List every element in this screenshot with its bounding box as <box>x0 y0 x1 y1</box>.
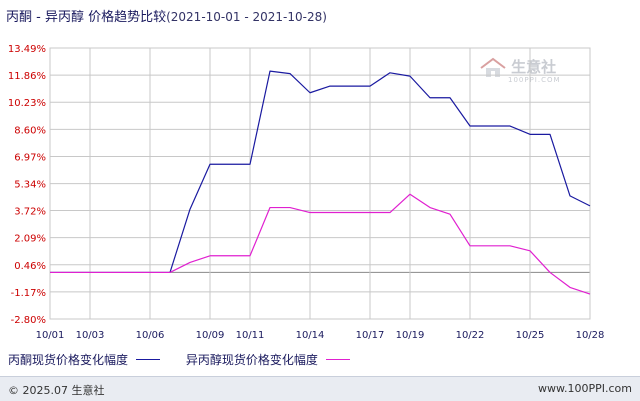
x-axis-ticks: 10/01 10/03 10/06 10/09 10/11 10/14 10/17 10/19… <box>36 330 605 341</box>
x-tick-label: 10/03 <box>76 330 105 341</box>
y-tick-label: 11.86% <box>8 71 46 82</box>
y-tick-label: -2.80% <box>11 315 46 326</box>
x-tick-label: 10/25 <box>516 330 545 341</box>
legend-label-series1: 丙酮现货价格变化幅度 <box>8 353 129 367</box>
y-tick-label: 6.97% <box>14 152 46 163</box>
footer-copyright: © 2025.07 生意社 <box>8 384 105 397</box>
footer: © 2025.07 生意社 www.100PPI.com <box>0 376 640 401</box>
x-tick-label: 10/22 <box>456 330 485 341</box>
y-tick-label: 10.23% <box>8 98 46 109</box>
legend-swatch-series2 <box>325 359 350 360</box>
chart-title-main: 丙酮 - 异丙醇 价格趋势比较 <box>6 10 167 25</box>
chart-date-range: (2021-10-01 - 2021-10-28) <box>166 10 327 24</box>
house-logo-icon <box>480 57 506 77</box>
watermark-url: 100PPI.COM <box>508 75 561 84</box>
legend-label-series2: 异丙醇现货价格变化幅度 <box>185 353 318 367</box>
y-tick-label: 5.34% <box>14 180 46 191</box>
footer-site-link[interactable]: www.100PPI.com <box>538 382 632 395</box>
legend-swatch-series1 <box>136 359 161 360</box>
legend-item-series1: 丙酮现货价格变化幅度 <box>8 351 161 368</box>
x-tick-label: 10/14 <box>296 330 325 341</box>
x-tick-label: 10/01 <box>36 330 65 341</box>
y-axis-ticks: 13.49% 11.86% 10.23% 8.60% 6.97% 5.34% 3.72% 2.… <box>8 44 46 326</box>
chart-grid <box>49 47 591 320</box>
series-line-1 <box>50 70 591 274</box>
chart-title: 丙酮 - 异丙醇 价格趋势比较(2021-10-01 - 2021-10-28) <box>6 6 327 25</box>
line-chart: 13.49% 11.86% 10.23% 8.60% 6.97% 5.34% 3.72% 2.… <box>8 44 605 341</box>
legend-item-series2: 异丙醇现货价格变化幅度 <box>186 351 350 368</box>
y-tick-label: 0.46% <box>14 261 46 272</box>
series-line-2 <box>50 193 591 295</box>
x-tick-label: 10/11 <box>236 330 265 341</box>
legend: 丙酮现货价格变化幅度 异丙醇现货价格变化幅度 <box>8 351 372 368</box>
y-tick-label: 8.60% <box>14 125 46 136</box>
x-tick-label: 10/28 <box>576 330 605 341</box>
y-tick-label: 2.09% <box>14 234 46 245</box>
x-tick-label: 10/06 <box>136 330 165 341</box>
watermark-logo-text: 生意社 <box>511 58 557 76</box>
watermark: 生意社 100PPI.COM <box>480 56 561 84</box>
series-lines <box>50 70 591 295</box>
x-tick-label: 10/17 <box>356 330 385 341</box>
y-tick-label: 13.49% <box>8 44 46 55</box>
y-tick-label: -1.17% <box>11 288 46 299</box>
x-tick-label: 10/19 <box>396 330 425 341</box>
y-tick-label: 3.72% <box>14 207 46 218</box>
x-tick-label: 10/09 <box>196 330 225 341</box>
